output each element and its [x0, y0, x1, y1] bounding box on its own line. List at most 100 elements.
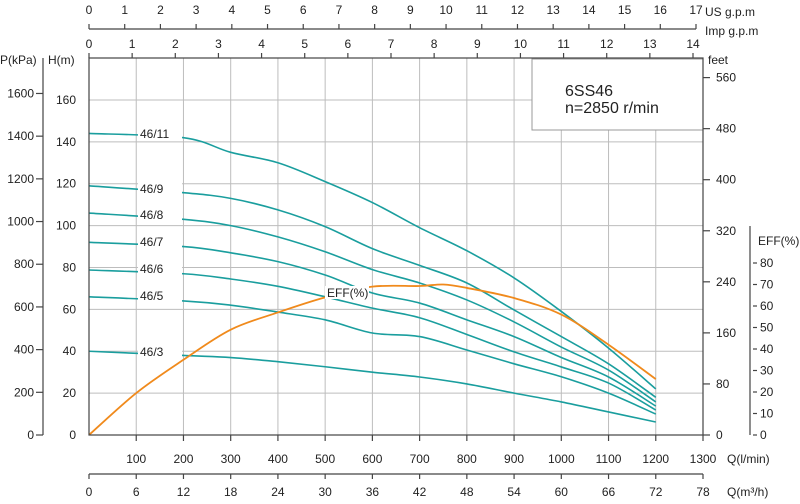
eff-tick-label: 50	[760, 321, 774, 335]
impgpm-tick-label: 14	[686, 37, 700, 51]
x-tick-label: 200	[173, 452, 193, 466]
m3h-tick-label: 60	[555, 485, 569, 499]
curve-label: 46/3	[140, 345, 164, 359]
eff-tick-label: 10	[760, 407, 774, 421]
impgpm-tick-label: 11	[557, 37, 570, 51]
impgpm-tick-label: 4	[258, 37, 265, 51]
efficiency-curve	[88, 283, 657, 436]
curve-label: 46/8	[140, 208, 164, 222]
impgpm-tick-label: 10	[514, 37, 528, 51]
m3h-tick-label: 36	[366, 485, 380, 499]
eff-tick-label: 40	[760, 342, 774, 356]
feet-tick-label: 480	[716, 122, 736, 136]
curve-label-bg	[138, 208, 182, 221]
impgpm-tick-label: 3	[215, 37, 222, 51]
kpa-tick-label: 200	[14, 385, 34, 399]
m3h-tick-label: 18	[224, 485, 238, 499]
usgpm-axis-label: US g.p.m	[705, 5, 755, 19]
x-axis-label: Q(l/min)	[727, 452, 770, 466]
kpa-tick-label: 1400	[7, 129, 34, 143]
x-tick-label: 1100	[596, 452, 622, 466]
usgpm-tick-label: 13	[546, 3, 560, 17]
impgpm-axis-label: Imp g.p.m	[705, 24, 758, 38]
usgpm-tick-label: 17	[689, 3, 703, 17]
impgpm-tick-label: 7	[388, 37, 395, 51]
feet-tick-label: 320	[716, 224, 736, 238]
eff-tick-label: 70	[760, 278, 774, 292]
model-title: 6SS46	[565, 83, 613, 100]
head-tick-label: 40	[63, 344, 77, 358]
usgpm-tick-label: 14	[582, 3, 596, 17]
m3h-tick-label: 30	[318, 485, 332, 499]
curve-label: 46/5	[140, 289, 164, 303]
kpa-tick-label: 1200	[7, 172, 34, 186]
eff-tick-label: 0	[760, 428, 767, 442]
usgpm-tick-label: 10	[439, 3, 453, 17]
curve-label-bg	[138, 345, 182, 358]
usgpm-tick-label: 1	[121, 3, 128, 17]
kpa-tick-label: 600	[14, 300, 34, 314]
impgpm-tick-label: 13	[643, 37, 657, 51]
usgpm-tick-label: 3	[193, 3, 200, 17]
m3h-tick-label: 48	[460, 485, 474, 499]
curve-label-bg	[138, 127, 182, 140]
feet-tick-label: 80	[716, 377, 730, 391]
usgpm-tick-label: 7	[336, 3, 343, 17]
head-axis-label: H(m)	[48, 53, 75, 67]
impgpm-tick-label: 5	[301, 37, 308, 51]
x-tick-label: 1000	[548, 452, 575, 466]
usgpm-tick-label: 11	[476, 3, 489, 17]
impgpm-tick-label: 8	[431, 37, 438, 51]
x-tick-label: 500	[315, 452, 335, 466]
feet-tick-label: 400	[716, 173, 736, 187]
eff-axis-label: EFF(%)	[758, 234, 799, 248]
eff-tick-label: 80	[760, 256, 774, 270]
head-tick-label: 120	[56, 177, 76, 191]
m3h-tick-label: 54	[507, 485, 521, 499]
impgpm-tick-label: 6	[345, 37, 352, 51]
head-curve-46-11	[88, 132, 657, 390]
curve-label-bg	[138, 262, 182, 275]
efficiency-curve-label: EFF(%)	[327, 286, 368, 300]
curve-label-bg	[138, 182, 182, 195]
x-tick-label: 300	[221, 452, 241, 466]
x-tick-label: 1200	[642, 452, 669, 466]
head-tick-label: 100	[56, 219, 76, 233]
usgpm-tick-label: 4	[228, 3, 235, 17]
m3h-tick-label: 42	[413, 485, 427, 499]
m3h-tick-label: 12	[177, 485, 191, 499]
head-tick-label: 20	[63, 386, 77, 400]
curve-label: 46/6	[140, 262, 164, 276]
head-curve-46-7	[88, 241, 657, 407]
head-curve-46-8	[88, 212, 657, 403]
m3h-axis-label: Q(m³/h)	[727, 485, 768, 499]
head-tick-label: 160	[56, 93, 76, 107]
x-tick-label: 900	[504, 452, 524, 466]
feet-tick-label: 160	[716, 326, 736, 340]
curves: 46/11 46/9 46/8 46/7 46/6 46/5 46/3 EFF(%)	[88, 127, 657, 436]
kpa-tick-label: 1600	[7, 86, 34, 100]
eff-label-bg	[325, 286, 369, 299]
impgpm-tick-label: 9	[474, 37, 481, 51]
usgpm-tick-label: 0	[86, 3, 93, 17]
m3h-tick-label: 6	[133, 485, 140, 499]
curve-label: 46/11	[140, 127, 169, 141]
x-tick-label: 1300	[690, 452, 717, 466]
feet-axis-label: feet	[708, 53, 729, 67]
impgpm-tick-label: 0	[86, 37, 93, 51]
axes: 100 200 300 400 500 600 700 800 900 1000 1100 1200 1…	[0, 3, 799, 499]
usgpm-tick-label: 2	[157, 3, 164, 17]
kpa-tick-label: 800	[14, 257, 34, 271]
head-tick-label: 0	[69, 428, 76, 442]
legend-box: 6SS46 n=2850 r/min	[531, 58, 704, 131]
head-tick-label: 140	[56, 135, 76, 149]
m3h-tick-label: 78	[696, 485, 710, 499]
head-tick-label: 60	[63, 302, 77, 316]
feet-tick-label: 560	[716, 71, 736, 85]
x-tick-label: 600	[362, 452, 382, 466]
kpa-tick-label: 1000	[7, 215, 34, 229]
eff-tick-label: 20	[760, 385, 774, 399]
x-tick-label: 700	[410, 452, 430, 466]
impgpm-tick-label: 2	[172, 37, 179, 51]
